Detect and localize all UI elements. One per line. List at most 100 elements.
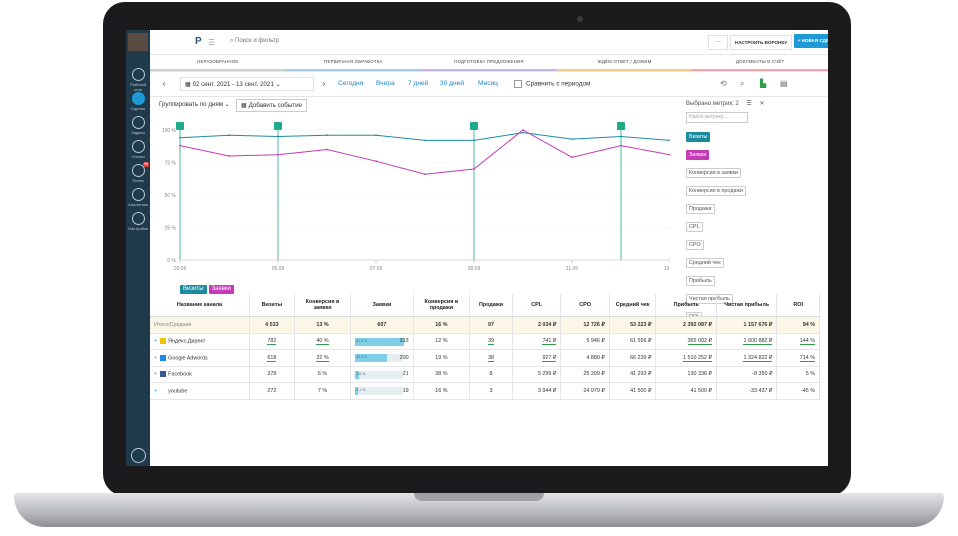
chart-icon[interactable]: ▙ bbox=[760, 79, 767, 88]
more-button[interactable]: ··· bbox=[708, 35, 728, 50]
channel-name-cell[interactable]: + youtube bbox=[150, 382, 251, 400]
stage-tab[interactable]: ЖДЁМ ОТВЕТ / ДОЖИМ bbox=[556, 55, 693, 71]
stage-tab[interactable]: ПЕРВИЧНАЯ ОБРАБОТКА bbox=[285, 55, 422, 71]
sidebar-item[interactable]: Настройки bbox=[126, 212, 150, 231]
period-month[interactable]: Месяц bbox=[478, 80, 498, 87]
search-icon[interactable]: ⌕ bbox=[740, 79, 745, 88]
channel-name-cell[interactable]: + Яндекс.Директ bbox=[150, 333, 251, 350]
channel-name-cell[interactable]: + Google Adwords bbox=[150, 349, 251, 367]
channel-name-cell[interactable]: + Facebook bbox=[150, 366, 251, 383]
sidebar-item[interactable]: Задачи bbox=[126, 116, 150, 135]
column-header[interactable]: Конверсия в заявки bbox=[294, 294, 352, 317]
list-icon[interactable]: ☰ bbox=[746, 101, 752, 107]
metric-chip-selected[interactable]: Визиты bbox=[686, 132, 711, 142]
metric-chip[interactable]: Прибыль bbox=[686, 276, 715, 286]
metric-chip[interactable]: CPO bbox=[686, 240, 704, 250]
search-input[interactable]: ⌕ Поиск и фильтр bbox=[230, 38, 279, 44]
column-header[interactable]: CPL bbox=[512, 294, 562, 317]
column-header[interactable]: Продажи bbox=[469, 294, 513, 317]
prev-period-button[interactable]: ‹ bbox=[162, 79, 166, 88]
table-row[interactable]: + youtube 272 7 % 3,1 % 19 16 % 3 3 944 ₽ 24 979 … bbox=[150, 382, 820, 400]
column-header[interactable]: Заявки bbox=[350, 294, 414, 317]
refresh-icon[interactable]: ⟲ bbox=[720, 79, 727, 88]
profit-value: 130 336 ₽ bbox=[687, 371, 712, 378]
chat-icon[interactable] bbox=[131, 448, 146, 463]
column-header[interactable]: Прибыль bbox=[655, 294, 717, 317]
conv2-value: 38 % bbox=[435, 371, 448, 378]
total-cell: Итого/Средние bbox=[150, 316, 251, 334]
compare-checkbox[interactable] bbox=[514, 80, 522, 88]
close-icon[interactable]: ✕ bbox=[759, 101, 765, 107]
metric-chip[interactable]: CPL bbox=[686, 222, 703, 232]
sidebar-item[interactable]: Почта 99 bbox=[126, 162, 150, 183]
sidebar-item-label: Задачи bbox=[131, 130, 145, 135]
avg-value: 41 293 ₽ bbox=[630, 371, 652, 378]
expand-icon[interactable]: + bbox=[154, 387, 158, 394]
expand-icon[interactable]: + bbox=[154, 354, 158, 361]
period-today[interactable]: Сегодня bbox=[338, 80, 364, 87]
table-row[interactable]: + Facebook 378 6 % 3,5 % 21 38 % 8 5 299 ₽ 25 209… bbox=[150, 366, 820, 383]
top-bar: P ☰ ⌕ Поиск и фильтр ··· НАСТРОИТЬ ВОРОН… bbox=[150, 30, 828, 55]
x-tick-label: 13.09 bbox=[664, 266, 670, 272]
column-header[interactable]: CPO bbox=[560, 294, 610, 317]
metric-chip[interactable]: Конверсия в продажи bbox=[686, 186, 746, 196]
column-header[interactable]: Название канала bbox=[150, 294, 251, 317]
configure-funnel-button[interactable]: НАСТРОИТЬ ВОРОНКУ bbox=[730, 35, 792, 50]
x-tick-label: 09.09 bbox=[468, 266, 481, 272]
metric-search-input[interactable]: Найти метрику... bbox=[686, 112, 748, 123]
metric-chip[interactable]: Конверсия в заявки bbox=[686, 168, 742, 178]
x-tick-label: 11.09 bbox=[566, 266, 578, 272]
column-header[interactable]: ROI bbox=[776, 294, 820, 317]
x-tick-label: 05.09 bbox=[272, 266, 285, 272]
channel-icon bbox=[160, 354, 167, 361]
menu-icon[interactable]: ☰ bbox=[208, 38, 216, 47]
expand-icon[interactable]: + bbox=[154, 371, 158, 378]
sidebar-item[interactable]: Рабочий стол bbox=[126, 68, 150, 92]
metric-chip[interactable]: Средний чек bbox=[686, 258, 724, 268]
avatar[interactable] bbox=[128, 33, 148, 51]
leads-bar-fill bbox=[355, 387, 359, 395]
sidebar-item-icon bbox=[131, 92, 145, 105]
period-yesterday[interactable]: Вчера bbox=[376, 80, 395, 87]
date-range-picker[interactable]: ▦ 02 сент. 2021 - 13 сент. 2021 ⌄ bbox=[180, 77, 314, 91]
stage-tab[interactable]: ПОДГОТОВКА ПРЕДЛОЖЕНИЯ bbox=[421, 55, 557, 71]
cpl-cell: 5 299 ₽ bbox=[512, 366, 562, 383]
compare-period-toggle[interactable]: Сравнить с периодом bbox=[514, 80, 590, 88]
column-header[interactable]: Визиты bbox=[249, 294, 295, 317]
sidebar-item-icon bbox=[131, 140, 145, 153]
column-header[interactable]: Конверсия в продажи bbox=[413, 294, 471, 317]
period-30-days[interactable]: 30 дней bbox=[440, 80, 465, 87]
expand-icon[interactable]: + bbox=[154, 338, 158, 345]
group-by-dropdown[interactable]: Группировать по дням ⌄ bbox=[159, 101, 230, 108]
data-point bbox=[424, 139, 426, 142]
conv2-value: 19 % bbox=[435, 354, 448, 361]
table-row[interactable]: + Google Adwords 618 32 % 32,9 % 200 19 % 38 927… bbox=[150, 349, 820, 367]
net-cell: -8 350 ₽ bbox=[716, 366, 778, 383]
legend-visits[interactable]: Визиты bbox=[180, 285, 207, 294]
table-row[interactable]: + Яндекс.Директ 782 40 % 51,6 % 313 12 % 39 741 … bbox=[150, 333, 820, 350]
roi-cell: 144 % bbox=[776, 333, 820, 350]
next-period-button[interactable]: › bbox=[322, 79, 326, 88]
sidebar-item[interactable]: Списки bbox=[126, 140, 150, 159]
cpo-cell: 24 979 ₽ bbox=[560, 382, 610, 400]
add-event-button[interactable]: ▦ Добавить событие bbox=[236, 99, 307, 112]
column-header[interactable]: Чистая прибыль bbox=[716, 294, 778, 317]
legend-leads[interactable]: Заявки bbox=[208, 285, 234, 294]
cpl-value: 741 ₽ bbox=[542, 338, 557, 346]
metric-chip[interactable]: Продажи bbox=[686, 204, 715, 214]
stage-tab[interactable]: НЕРАЗОБРАННОЕ bbox=[150, 55, 286, 71]
period-7-days[interactable]: 7 дней bbox=[408, 80, 429, 87]
avg-cell: 41 293 ₽ bbox=[609, 366, 657, 383]
sidebar-item[interactable]: Аналитика bbox=[126, 188, 150, 207]
stage-tab[interactable]: ДОКУМЕНТЫ И СЧЁТ bbox=[692, 55, 828, 71]
leads-bar-pct: 51,6 % bbox=[356, 338, 368, 343]
profit-cell: 130 336 ₽ bbox=[655, 366, 717, 383]
net-cell: 1 324 822 ₽ bbox=[716, 349, 778, 367]
sidebar-item[interactable]: Сделки bbox=[126, 92, 150, 111]
column-header[interactable]: Средний чек bbox=[609, 294, 657, 317]
total-cell: 2 034 ₽ bbox=[512, 316, 562, 334]
total-cell: 16 % bbox=[413, 316, 471, 334]
new-deal-button[interactable]: + НОВАЯ СДЕЛКА bbox=[794, 34, 828, 48]
metric-chip-selected[interactable]: Заявки bbox=[686, 150, 710, 160]
export-icon[interactable]: ▤ bbox=[780, 79, 788, 88]
